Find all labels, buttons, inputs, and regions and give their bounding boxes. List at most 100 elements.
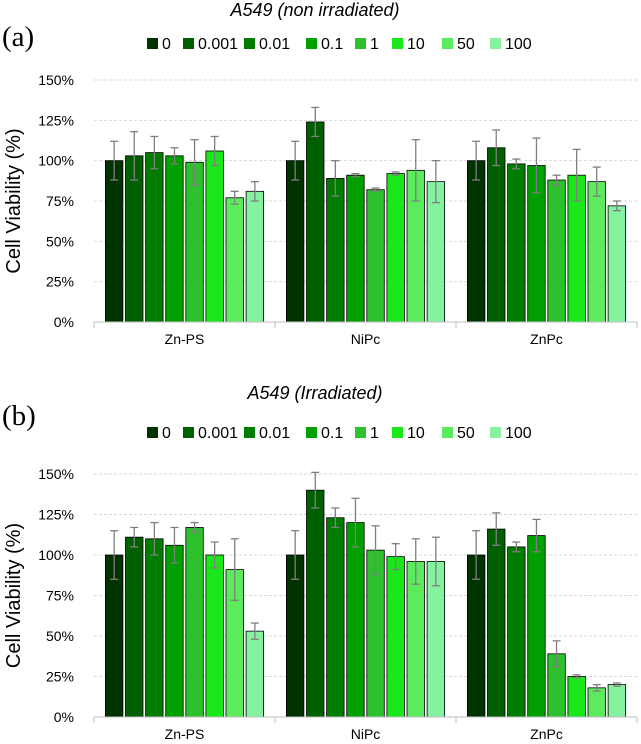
bar-nipc-0.01 xyxy=(326,178,345,323)
legend-swatch-50 xyxy=(442,427,453,438)
legend-swatch-1 xyxy=(355,427,366,438)
panel-label: (b) xyxy=(2,400,36,432)
bar-znpc-50 xyxy=(587,181,606,323)
x-category-label: ZnPc xyxy=(530,726,563,742)
chart-title: A549 (non irradiated) xyxy=(229,0,399,20)
bar-zn-ps-0.01 xyxy=(145,152,164,323)
legend-label: 0.01 xyxy=(259,36,290,53)
legend-swatch-10 xyxy=(392,38,403,49)
bar-nipc-10 xyxy=(386,173,405,323)
bar-nipc-0.001 xyxy=(306,489,325,718)
legend-swatch-0 xyxy=(147,38,158,49)
bar-zn-ps-100 xyxy=(245,630,265,718)
legend-label: 0 xyxy=(162,425,171,442)
bar-nipc-1 xyxy=(366,549,385,718)
bar-nipc-0.001 xyxy=(306,121,325,323)
legend-swatch-100 xyxy=(490,427,501,438)
chart-title: A549 (Irradiated) xyxy=(246,383,382,403)
bar-nipc-0.1 xyxy=(346,174,365,323)
bar-zn-ps-0.01 xyxy=(145,538,164,718)
legend-label: 1 xyxy=(370,425,379,442)
panel-b: (b) A549 (Irradiated) 0 0.001 0.01 0.1 1 10 50 10… xyxy=(2,383,638,742)
y-tick-label: 25% xyxy=(46,274,74,290)
bar-zn-ps-0.001 xyxy=(125,536,144,718)
bar-zn-ps-0.1 xyxy=(165,155,184,323)
legend-label: 10 xyxy=(407,36,425,53)
bar-zn-ps-0.1 xyxy=(165,544,184,718)
legend-label: 100 xyxy=(505,36,532,53)
legend-swatch-10 xyxy=(392,427,403,438)
y-tick-label: 50% xyxy=(46,233,74,249)
legend-label: 0.001 xyxy=(198,36,238,53)
panel-label: (a) xyxy=(2,21,34,53)
legend-label: 0.1 xyxy=(321,36,343,53)
legend-swatch-0.1 xyxy=(306,38,317,49)
legend-label: 0 xyxy=(162,36,171,53)
legend-swatch-0 xyxy=(147,427,158,438)
x-category-label: ZnPc xyxy=(530,331,563,347)
legend: 0 0.001 0.01 0.1 1 10 50 100 xyxy=(147,36,532,53)
x-category-label: Zn-PS xyxy=(165,331,205,347)
bar-nipc-0.01 xyxy=(326,517,345,718)
bar-nipc-10 xyxy=(386,556,405,718)
legend-label: 0.1 xyxy=(321,425,343,442)
bar-znpc-10 xyxy=(567,676,586,718)
bar-zn-ps-10 xyxy=(205,150,224,323)
legend-swatch-0.01 xyxy=(244,38,255,49)
legend-label: 10 xyxy=(407,425,425,442)
legend-swatch-0.01 xyxy=(244,427,255,438)
legend-label: 50 xyxy=(457,36,475,53)
bar-zn-ps-50 xyxy=(225,197,244,323)
y-tick-label: 0% xyxy=(54,314,74,330)
y-tick-label: 125% xyxy=(38,112,74,128)
bar-znpc-100 xyxy=(607,205,626,323)
y-tick-label: 100% xyxy=(38,547,74,563)
legend-swatch-0.001 xyxy=(183,38,194,49)
legend-label: 50 xyxy=(457,425,475,442)
panel-a: (a) A549 (non irradiated) 0 0.001 0.01 0.1 1 10… xyxy=(2,0,638,347)
x-category-label: Zn-PS xyxy=(165,726,205,742)
bar-zn-ps-1 xyxy=(185,527,204,718)
y-tick-label: 75% xyxy=(46,588,74,604)
bar-zn-ps-100 xyxy=(245,190,265,323)
y-tick-label: 125% xyxy=(38,507,74,523)
bar-znpc-0.1 xyxy=(527,535,546,718)
bar-zn-ps-10 xyxy=(205,554,224,718)
legend-swatch-50 xyxy=(442,38,453,49)
bar-zn-ps-0 xyxy=(105,160,124,323)
bar-nipc-0 xyxy=(285,160,305,323)
legend: 0 0.001 0.01 0.1 1 10 50 100 xyxy=(147,425,532,442)
y-axis-label: Cell Viability (%) xyxy=(3,128,25,273)
legend-label: 100 xyxy=(505,425,532,442)
y-tick-label: 150% xyxy=(38,72,74,88)
bar-znpc-0.01 xyxy=(507,546,526,718)
bar-nipc-0.1 xyxy=(346,522,365,718)
bar-znpc-0 xyxy=(466,160,486,323)
y-tick-label: 25% xyxy=(46,669,74,685)
bar-znpc-0.001 xyxy=(487,147,506,323)
bar-znpc-50 xyxy=(587,687,606,718)
bar-zn-ps-0.001 xyxy=(125,155,144,323)
bar-nipc-1 xyxy=(366,189,385,323)
bar-znpc-0.001 xyxy=(487,528,506,718)
y-tick-label: 75% xyxy=(46,193,74,209)
y-tick-label: 0% xyxy=(54,709,74,725)
bar-znpc-0.01 xyxy=(507,163,526,323)
x-category-label: NiPc xyxy=(351,331,381,347)
legend-swatch-1 xyxy=(355,38,366,49)
legend-swatch-0.1 xyxy=(306,427,317,438)
y-tick-label: 50% xyxy=(46,628,74,644)
legend-label: 0.001 xyxy=(198,425,238,442)
y-axis-label: Cell Viability (%) xyxy=(3,523,25,668)
legend-swatch-0.001 xyxy=(183,427,194,438)
y-tick-label: 150% xyxy=(38,466,74,482)
y-tick-label: 100% xyxy=(38,153,74,169)
bar-znpc-100 xyxy=(607,684,626,718)
legend-swatch-100 xyxy=(490,38,501,49)
legend-label: 1 xyxy=(370,36,379,53)
bar-zn-ps-1 xyxy=(185,161,204,323)
x-category-label: NiPc xyxy=(351,726,381,742)
bar-znpc-1 xyxy=(547,179,566,323)
legend-label: 0.01 xyxy=(259,425,290,442)
